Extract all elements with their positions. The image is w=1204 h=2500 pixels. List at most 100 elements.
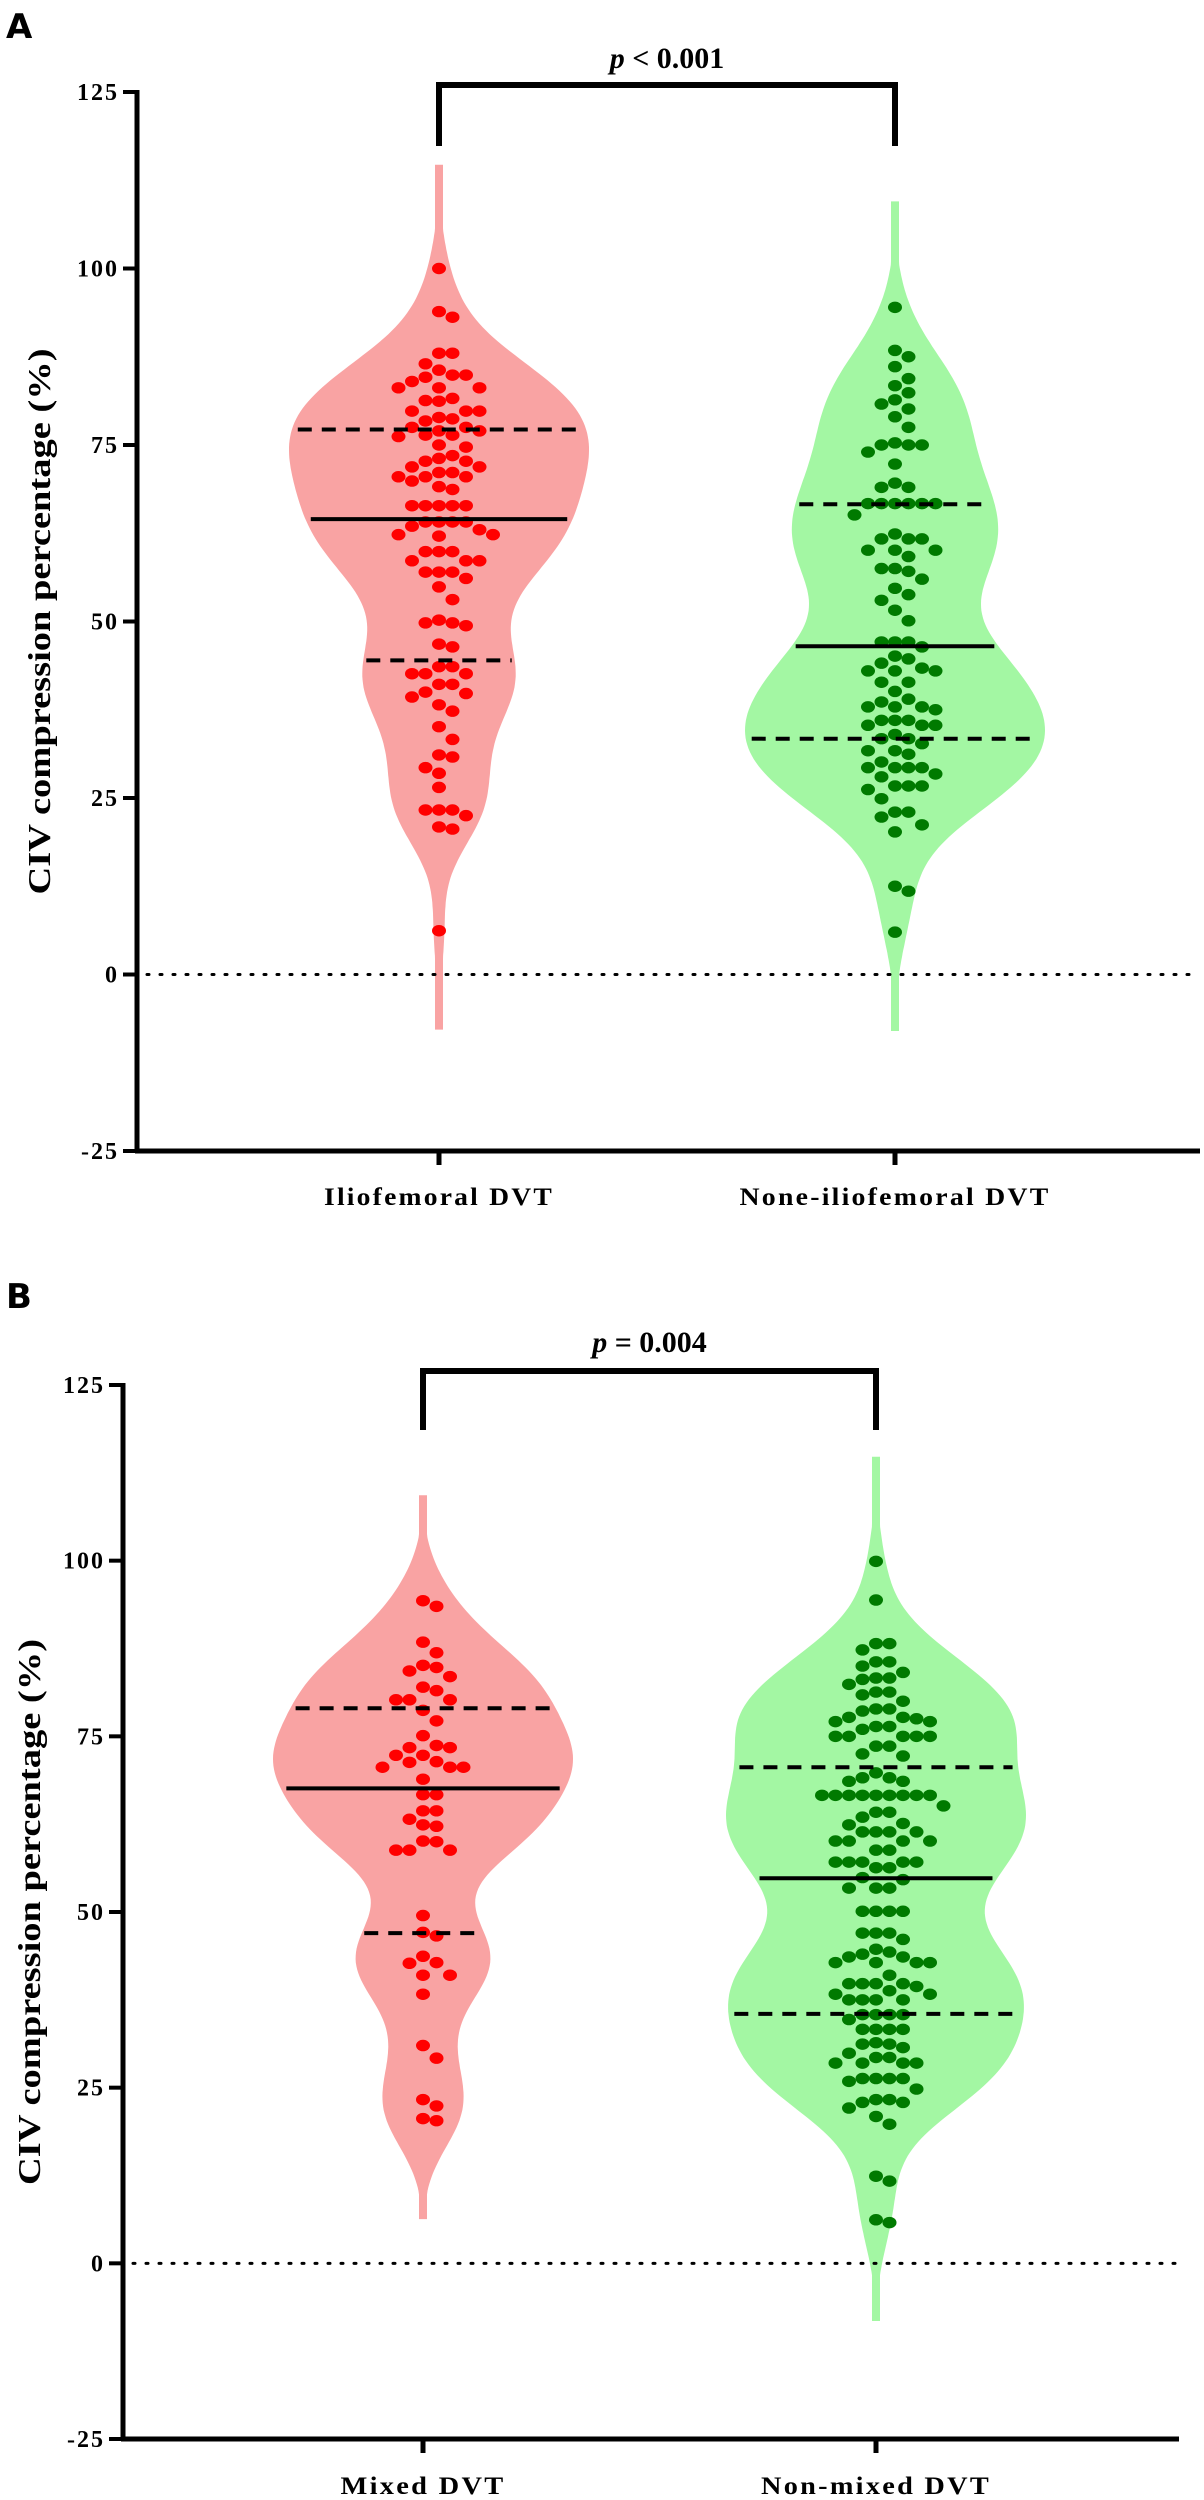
data-point [888, 411, 902, 423]
data-point [901, 351, 916, 363]
data-point [429, 1805, 444, 1817]
data-point [842, 1882, 856, 1894]
data-point [882, 1927, 897, 1939]
data-point [459, 572, 473, 585]
data-point [828, 2057, 843, 2069]
data-point [418, 499, 433, 512]
data-point [901, 403, 916, 415]
data-point [928, 544, 943, 556]
data-point [882, 1772, 897, 1784]
data-point [828, 1835, 843, 1847]
data-point [888, 604, 902, 616]
data-point [888, 562, 902, 575]
data-point [402, 1741, 417, 1754]
data-point [874, 439, 889, 451]
data-point [443, 1844, 457, 1856]
data-point [869, 1637, 883, 1650]
data-point [896, 1933, 910, 1946]
y-tick-label: 125 [77, 80, 119, 106]
data-point [888, 458, 902, 470]
data-point [842, 2013, 856, 2026]
data-point [909, 2083, 924, 2095]
data-point [429, 1661, 444, 1674]
data-point [888, 665, 902, 677]
data-point [445, 660, 460, 673]
data-point [896, 1951, 910, 1963]
data-point [842, 1775, 856, 1788]
data-point [432, 439, 446, 451]
data-point [445, 678, 460, 691]
data-point [445, 392, 460, 405]
data-point [432, 924, 446, 937]
data-point [855, 1723, 870, 1736]
y-tick-label: 125 [63, 1373, 105, 1399]
data-point [445, 733, 460, 746]
data-point [869, 1656, 883, 1668]
data-point [855, 1644, 870, 1656]
data-point [888, 379, 902, 392]
data-point [915, 737, 929, 750]
data-point [459, 809, 473, 822]
data-point [882, 1637, 897, 1650]
data-point [874, 657, 889, 669]
data-point [869, 1594, 883, 1606]
p-value-label: p = 0.004 [589, 1326, 707, 1359]
data-point [896, 1750, 910, 1762]
data-point [416, 1749, 430, 1762]
data-point [888, 582, 902, 595]
data-point [888, 926, 902, 938]
y-tick-label: 75 [77, 1724, 105, 1750]
data-point [874, 792, 889, 805]
chart-panel-b: B -25 0 25 50 75 100 125 Mixed DVT Non-mixed DVT C… [6, 1277, 1181, 2500]
data-point [896, 1730, 910, 1743]
data-point [828, 1956, 843, 1969]
data-point [432, 720, 446, 733]
data-point [869, 1977, 883, 1990]
data-point [418, 761, 433, 774]
data-point [459, 455, 473, 467]
data-point [869, 2170, 883, 2182]
data-point [855, 1856, 870, 1868]
data-point [432, 660, 446, 673]
data-point [828, 1715, 843, 1728]
data-point [815, 1789, 829, 1802]
data-point [429, 2114, 444, 2127]
data-point [869, 2110, 883, 2123]
data-point [842, 1856, 856, 1868]
data-point [405, 499, 419, 512]
data-point [882, 1861, 897, 1874]
data-point [459, 471, 473, 483]
data-point [896, 1789, 910, 1802]
data-point [432, 781, 446, 794]
data-point [418, 566, 433, 578]
data-point [445, 545, 460, 558]
data-points-group [815, 1555, 951, 2229]
data-point [416, 1788, 430, 1801]
data-point [855, 1772, 870, 1784]
data-point [888, 301, 902, 314]
data-point [909, 2057, 924, 2069]
data-point [923, 1988, 937, 2000]
data-point [855, 2023, 870, 2036]
data-point [888, 344, 902, 357]
data-point [901, 714, 916, 727]
data-point [443, 1694, 457, 1706]
data-point [429, 1788, 444, 1801]
data-point [874, 714, 889, 727]
y-axis-title: CIV compression percentage (%) [11, 1639, 47, 2185]
data-point [869, 1905, 883, 1918]
data-point [888, 528, 902, 540]
data-point [418, 429, 433, 441]
data-point [445, 483, 460, 496]
data-point [874, 594, 889, 607]
data-point [874, 771, 889, 783]
y-tick-label: -25 [67, 2427, 105, 2453]
data-point [445, 449, 460, 462]
data-point [882, 1703, 897, 1715]
data-point [869, 2008, 883, 2021]
data-point [429, 2052, 444, 2064]
data-point [874, 811, 889, 823]
data-point [928, 768, 943, 780]
data-point [459, 441, 473, 453]
data-point [855, 1811, 870, 1823]
